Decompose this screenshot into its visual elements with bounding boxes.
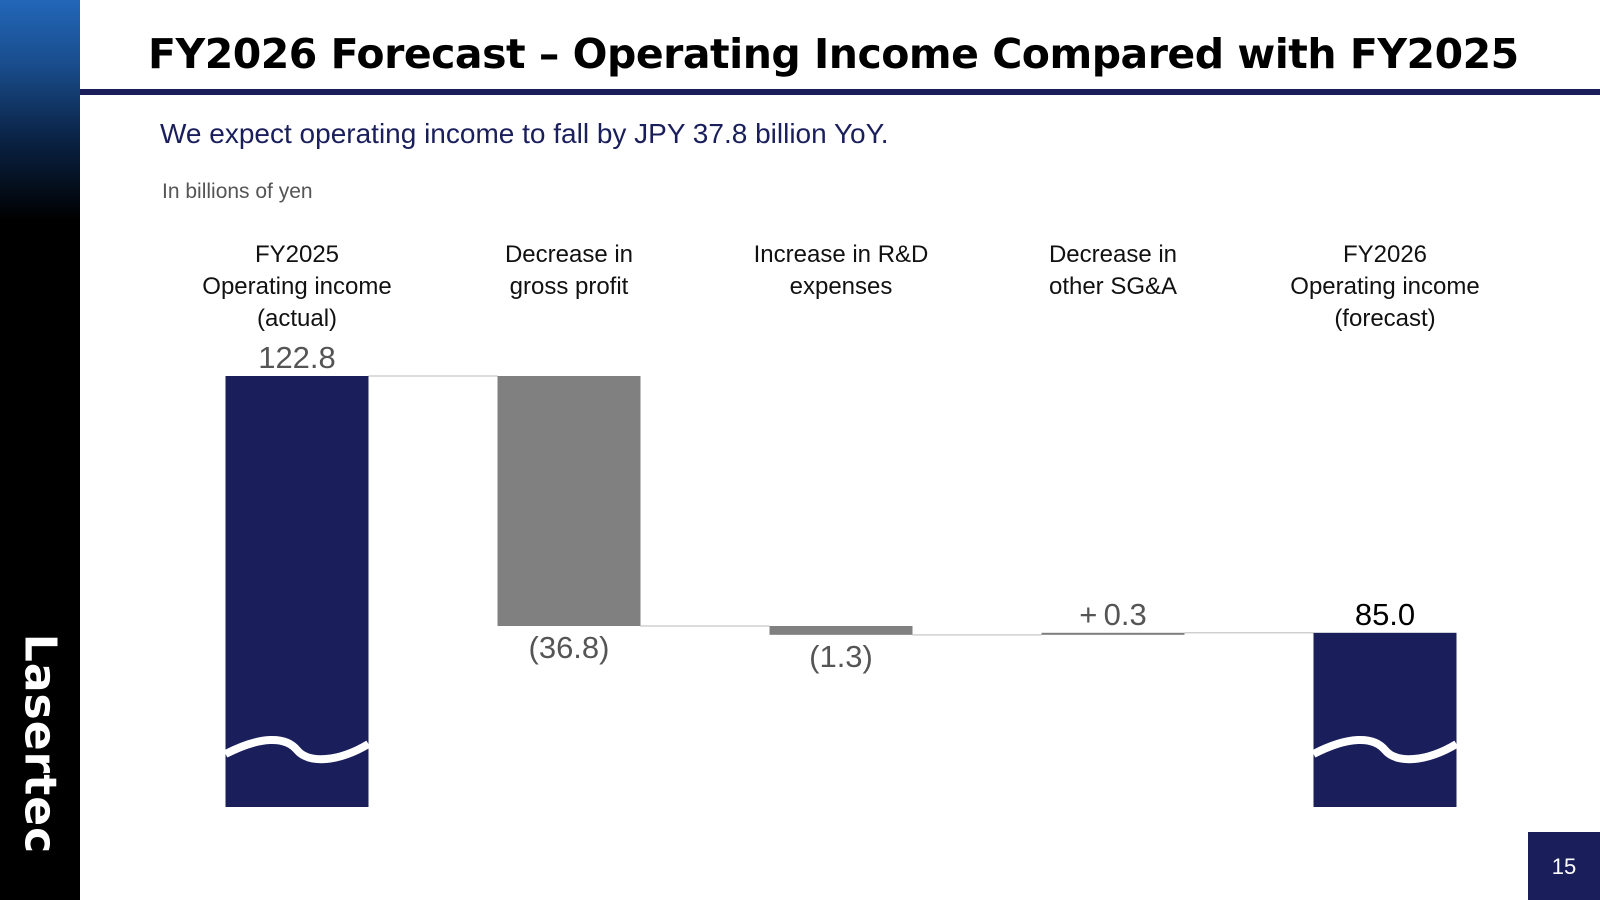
category-label-line: FY2026 [1343, 241, 1427, 268]
category-label-line: Increase in R&D [754, 241, 929, 268]
page-title: FY2026 Forecast – Operating Income Compa… [148, 30, 1519, 78]
category-label: Decrease in other SG&A [1049, 241, 1177, 300]
total-bar [1313, 632, 1457, 807]
delta-bar [497, 376, 641, 626]
axis-break-wave [1311, 736, 1459, 764]
title-underline [80, 89, 1600, 95]
category-label: FY2025 Operating income (actual) [202, 241, 391, 332]
category-label-line: Operating income [1290, 273, 1479, 300]
axis-break-wave [223, 736, 371, 764]
category-label-line: gross profit [510, 273, 629, 300]
data-label: 122.8 [258, 340, 336, 375]
category-label: FY2026 Operating income (forecast) [1290, 241, 1479, 332]
category-label-line: Decrease in [505, 241, 633, 268]
total-bar [225, 376, 369, 807]
data-label: 85.0 [1355, 597, 1415, 632]
delta-bar [1041, 632, 1185, 635]
category-label-line: Operating income [202, 273, 391, 300]
category-label-line: FY2025 [255, 241, 339, 268]
page-subtitle: We expect operating income to fall by JP… [160, 118, 889, 149]
category-label-line: Decrease in [1049, 241, 1177, 268]
delta-bar [769, 626, 913, 635]
unit-label: In billions of yen [162, 180, 313, 203]
category-label: Decrease in gross profit [505, 241, 633, 300]
category-label-line: other SG&A [1049, 273, 1177, 300]
category-label: Increase in R&D expenses [754, 241, 929, 300]
data-label: (1.3) [809, 639, 873, 674]
data-label: (36.8) [529, 630, 610, 665]
category-label-line: expenses [790, 273, 893, 300]
page-number-badge: 15 [1528, 832, 1600, 900]
category-label-line: (forecast) [1334, 305, 1435, 332]
sidebar-band: Lasertec [0, 0, 80, 900]
data-label: + 0.3 [1079, 597, 1146, 632]
page-number: 15 [1551, 854, 1577, 879]
category-label-line: (actual) [257, 305, 337, 332]
